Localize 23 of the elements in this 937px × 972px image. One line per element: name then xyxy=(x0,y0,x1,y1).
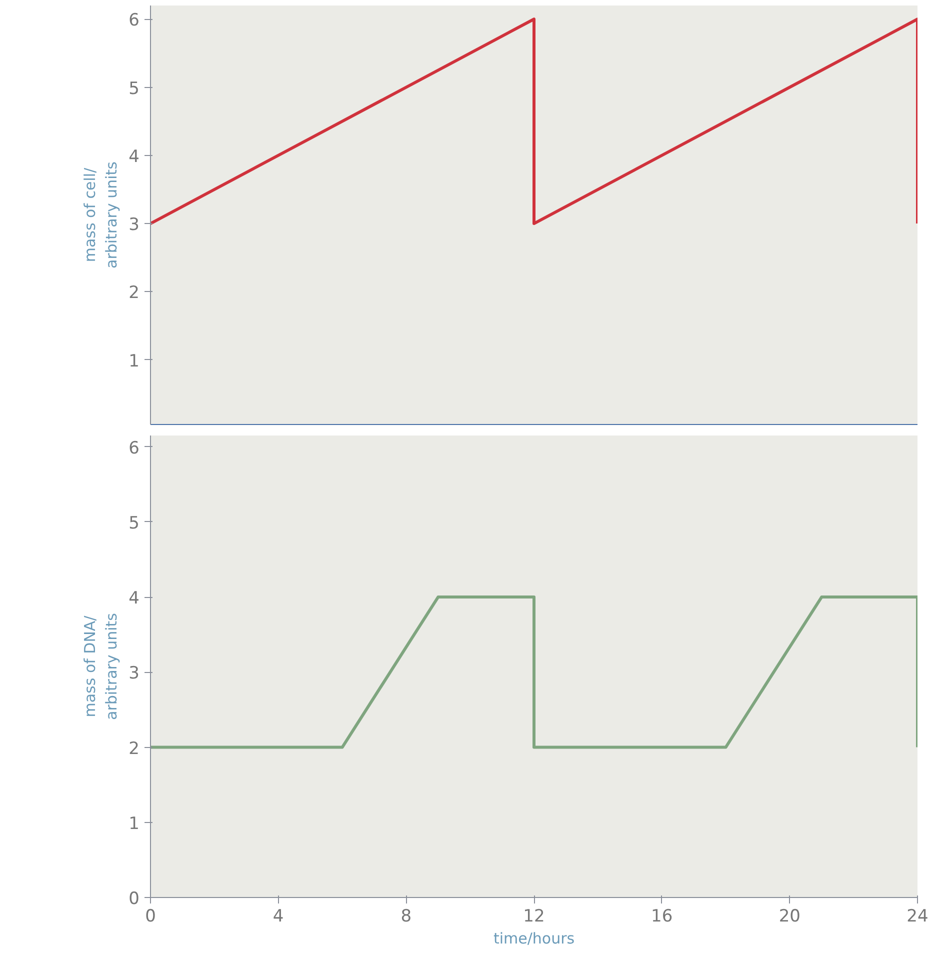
x-tick-label: 12 xyxy=(523,906,545,926)
y-tick-label: 2 xyxy=(128,738,140,759)
y-tick-label: 5 xyxy=(128,513,140,534)
x-axis-title: time/hours xyxy=(493,930,575,948)
x-tick-label: 0 xyxy=(145,906,156,926)
y-tick-label: 1 xyxy=(128,814,140,834)
y-tick-label: 2 xyxy=(128,283,140,304)
x-tick-label: 16 xyxy=(651,906,673,926)
y-tick-label: 6 xyxy=(128,438,140,458)
y-tick-label: 0 xyxy=(128,889,140,909)
x-tick-label: 4 xyxy=(272,906,284,926)
y-tick-label: 6 xyxy=(128,10,140,31)
y-tick-label: 4 xyxy=(128,146,140,167)
y-tick-label: 4 xyxy=(128,588,140,609)
y-tick-label: 1 xyxy=(128,351,140,372)
y-tick-label: 3 xyxy=(128,664,140,684)
y-tick-label: 3 xyxy=(128,215,140,236)
y-axis-title: mass of cell/ arbitrary units xyxy=(81,161,121,268)
y-tick-label: 5 xyxy=(128,78,140,99)
y-axis-title: mass of DNA/ arbitrary units xyxy=(81,612,121,720)
x-tick-label: 8 xyxy=(400,906,412,926)
x-tick-label: 24 xyxy=(906,906,928,926)
x-tick-label: 20 xyxy=(778,906,800,926)
